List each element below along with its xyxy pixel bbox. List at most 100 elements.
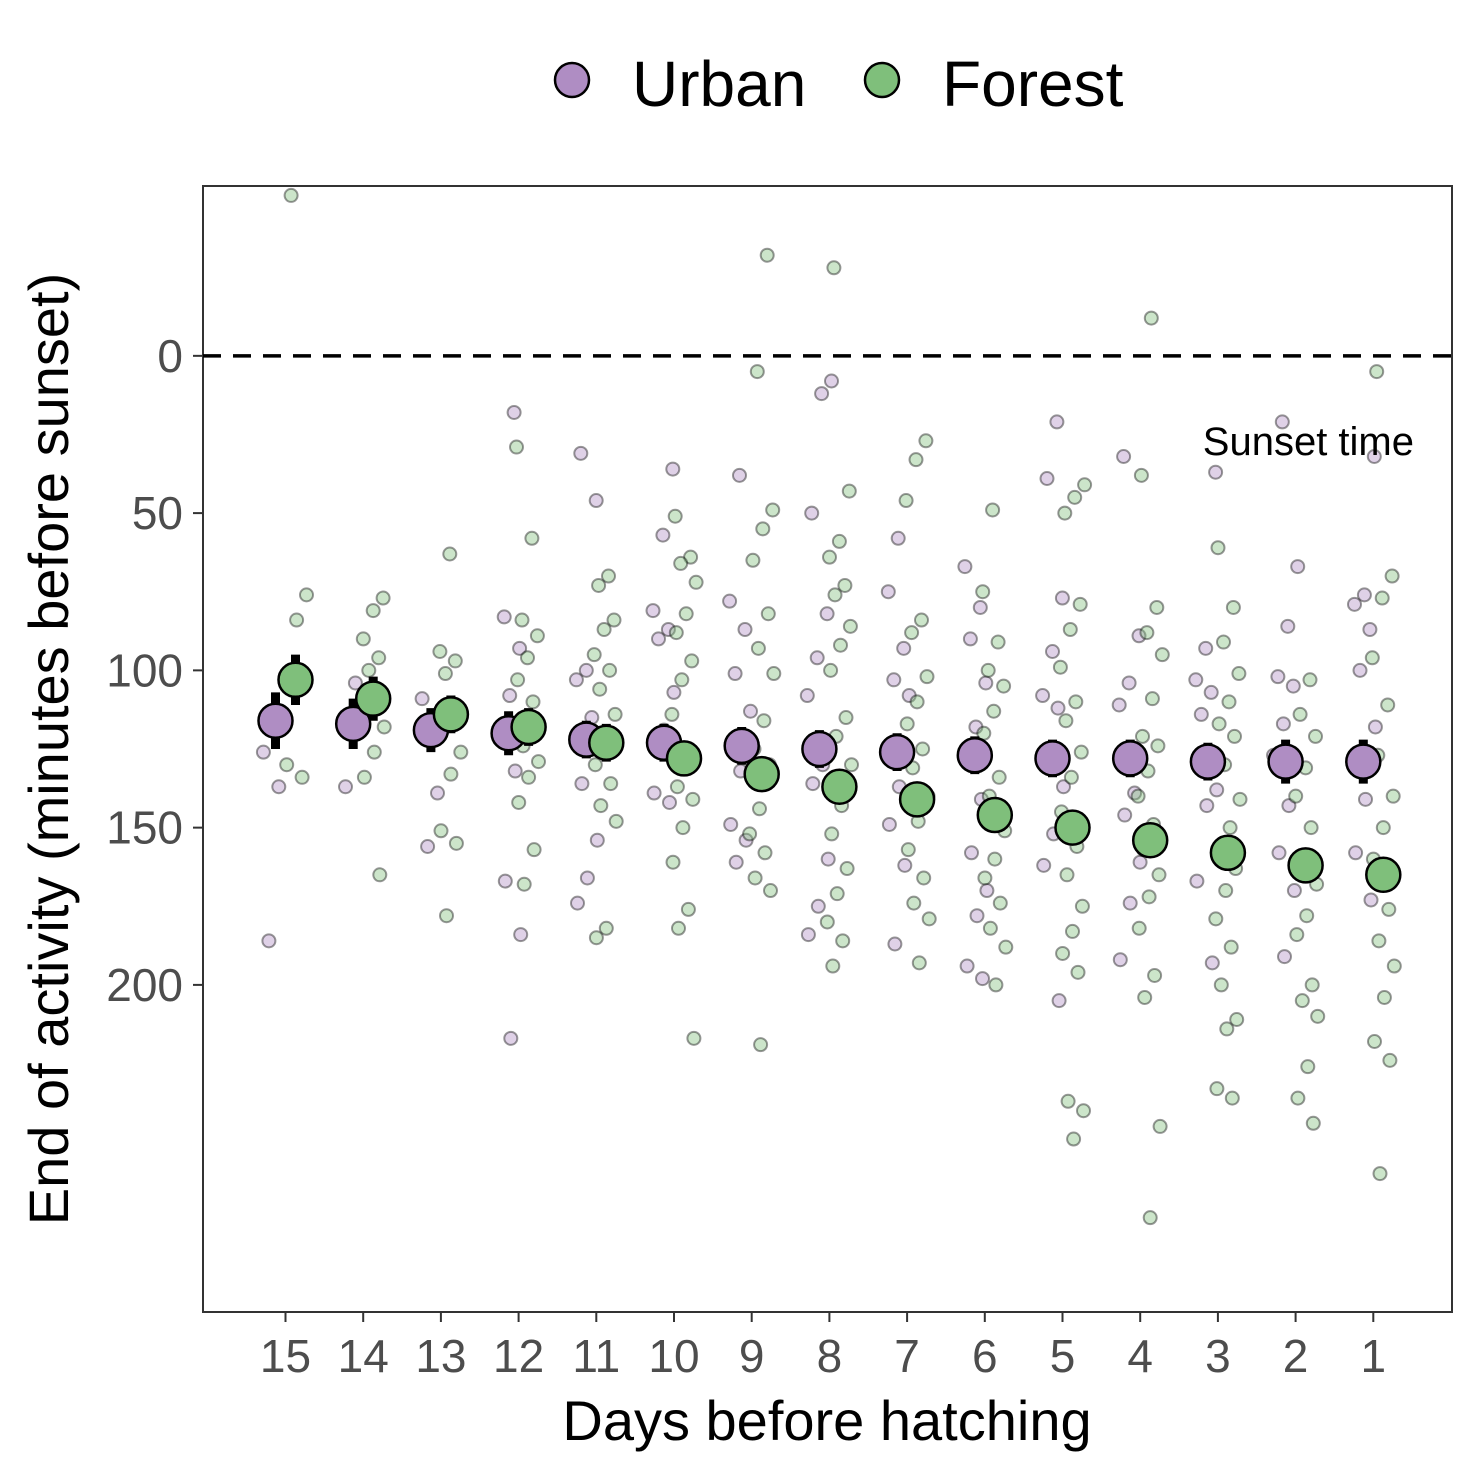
raw-point-forest (919, 669, 935, 685)
raw-point-forest (516, 876, 532, 892)
raw-point-forest (908, 452, 924, 468)
raw-point-forest (1385, 788, 1401, 804)
raw-point-urban (728, 854, 744, 870)
raw-point-forest (977, 870, 993, 886)
raw-point-urban (255, 744, 271, 760)
raw-point-forest (524, 530, 540, 546)
raw-point-forest (842, 618, 858, 634)
raw-point-forest (448, 835, 464, 851)
raw-point-forest (1058, 713, 1074, 729)
raw-point-urban (1277, 949, 1292, 965)
raw-point-urban (975, 971, 990, 987)
raw-point-forest (531, 754, 546, 770)
raw-point-forest (1067, 489, 1083, 505)
raw-point-urban (1290, 559, 1306, 575)
raw-point-forest (1055, 945, 1071, 961)
mean-point-forest (743, 755, 780, 793)
raw-point-forest (1376, 989, 1392, 1005)
raw-point-forest (1062, 621, 1078, 637)
x-tick-label: 5 (1050, 1330, 1076, 1382)
raw-point-forest (443, 766, 459, 782)
raw-point-forest (1210, 540, 1226, 556)
raw-point-urban (1054, 590, 1070, 606)
raw-point-forest (673, 555, 689, 571)
raw-point-urban (1035, 688, 1051, 704)
raw-point-forest (684, 653, 700, 669)
mean-point-forest (665, 740, 703, 777)
raw-point-forest (1386, 958, 1402, 974)
raw-point-forest (1299, 908, 1315, 924)
raw-point-forest (1289, 927, 1305, 943)
raw-point-urban (1056, 779, 1071, 795)
raw-point-forest (1303, 820, 1319, 836)
raw-point-urban (646, 785, 662, 801)
raw-point-forest (1304, 977, 1320, 993)
mean-point-urban (1111, 740, 1149, 777)
raw-point-urban (271, 779, 287, 795)
raw-point-forest (375, 590, 391, 606)
legend-label-forest: Forest (942, 48, 1124, 120)
raw-point-forest (747, 870, 763, 886)
raw-point-urban (1208, 464, 1224, 480)
raw-point-forest (749, 364, 765, 380)
raw-point-forest (1294, 993, 1310, 1009)
raw-point-forest (837, 577, 853, 593)
raw-point-forest (1068, 694, 1084, 710)
raw-point-forest (1209, 1081, 1225, 1097)
raw-point-forest (975, 584, 991, 600)
y-tick-label: 150 (106, 802, 183, 854)
raw-point-urban (820, 851, 836, 867)
raw-point-forest (826, 260, 842, 276)
raw-point-forest (898, 493, 914, 509)
raw-point-forest (904, 625, 920, 641)
raw-point-forest (509, 439, 524, 455)
raw-point-forest (822, 549, 837, 565)
raw-point-forest (1374, 590, 1390, 606)
raw-point-forest (1130, 788, 1146, 804)
mean-point-forest (510, 708, 547, 746)
raw-point-forest (1292, 706, 1308, 722)
raw-point-forest (1369, 364, 1385, 380)
raw-point-forest (921, 911, 937, 927)
raw-point-urban (430, 785, 445, 801)
raw-point-forest (742, 826, 758, 842)
raw-point-urban (513, 927, 529, 943)
raw-point-urban (261, 933, 277, 949)
raw-point-forest (918, 433, 934, 449)
raw-point-urban (738, 832, 754, 848)
raw-point-forest (683, 549, 699, 565)
mean-points (257, 661, 1402, 894)
raw-point-urban (507, 763, 523, 779)
raw-point-forest (835, 933, 851, 949)
raw-point-urban (809, 650, 825, 666)
mean-point-forest (277, 661, 314, 699)
raw-point-forest (437, 666, 453, 682)
raw-point-urban (1127, 785, 1143, 801)
raw-point-urban (881, 816, 897, 832)
x-axis: 15 14 13 12 11 10 9 8 7 6 5 4 3 2 1 (260, 1312, 1386, 1382)
mean-point-forest (1365, 856, 1402, 894)
x-axis-title: Days before hatching (562, 1389, 1091, 1452)
raw-point-forest (1302, 672, 1318, 688)
raw-point-forest (680, 901, 696, 917)
y-axis-title: End of activity (minutes before sunset) (17, 273, 80, 1225)
raw-point-urban (496, 609, 512, 625)
raw-point-forest (511, 794, 527, 810)
raw-point-forest (986, 703, 1002, 719)
raw-point-urban (1122, 895, 1138, 911)
raw-point-forest (678, 606, 694, 622)
x-tick-label: 8 (817, 1330, 843, 1382)
raw-point-forest (1288, 788, 1304, 804)
raw-point-forest (755, 521, 771, 537)
raw-point-forest (844, 757, 859, 773)
raw-point-forest (596, 621, 612, 637)
raw-point-urban (1352, 662, 1368, 678)
raw-point-forest (1382, 1052, 1398, 1068)
raw-point-urban (727, 666, 743, 682)
raw-point-forest (1211, 716, 1227, 732)
raw-point-urban (1274, 414, 1290, 430)
mean-point-forest (354, 680, 392, 717)
raw-point-urban (338, 779, 353, 795)
raw-point-forest (900, 842, 916, 858)
raw-point-urban (1270, 669, 1286, 685)
